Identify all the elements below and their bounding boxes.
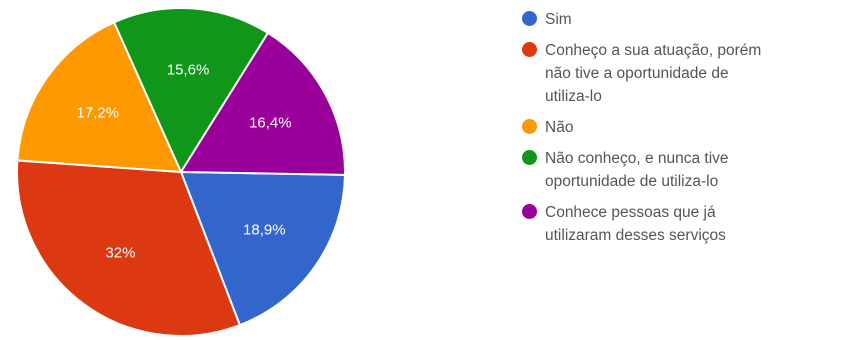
slice-data-label: 16,4% — [249, 114, 292, 131]
legend-label: Conhece pessoas que já utilizaram desses … — [545, 204, 726, 244]
pie-slice-conhece-pessoas-que-ja[interactable] — [179, 31, 346, 176]
pie-slice-nao-conheco-e-nunca-tive[interactable] — [112, 7, 270, 175]
legend-item-nao[interactable]: Não — [522, 116, 862, 139]
legend-label: Sim — [545, 11, 572, 28]
legend-item-conhece-pessoas-que-ja[interactable]: Conhece pessoas que já utilizaram desses … — [522, 201, 862, 247]
slice-data-label: 32% — [105, 245, 135, 262]
legend-swatch-icon — [522, 150, 537, 165]
legend-item-nao-conheco-e-nunca-tive[interactable]: Não conheço, e nunca tive oportunidade de… — [522, 147, 862, 193]
legend-item-conheco-a-sua-atuacao-porem[interactable]: Conheço a sua atuação, porém não tive a o… — [522, 39, 862, 108]
pie-chart: 18,9% 32% 17,2% 15,6% 16,4% — [16, 7, 346, 337]
slice-data-label: 15,6% — [167, 62, 210, 79]
pie-slice-nao[interactable] — [16, 20, 183, 174]
slice-data-label: 17,2% — [76, 105, 119, 122]
legend-label: Não conheço, e nunca tive oportunidade de… — [545, 150, 729, 190]
legend-swatch-icon — [522, 204, 537, 219]
slice-data-label: 18,9% — [243, 221, 286, 238]
legend-label: Não — [545, 119, 574, 136]
legend-label: Conheço a sua atuação, porém não tive a o… — [545, 42, 762, 105]
pie-slice-sim[interactable] — [179, 170, 346, 327]
legend-swatch-icon — [522, 119, 537, 134]
legend-item-sim[interactable]: Sim — [522, 8, 862, 31]
legend-swatch-icon — [522, 42, 537, 57]
pie-slice-conheco-a-sua-atuacao-porem[interactable] — [16, 159, 242, 337]
legend-swatch-icon — [522, 11, 537, 26]
legend: Sim Conheço a sua atuação, porém não tive … — [522, 8, 862, 255]
